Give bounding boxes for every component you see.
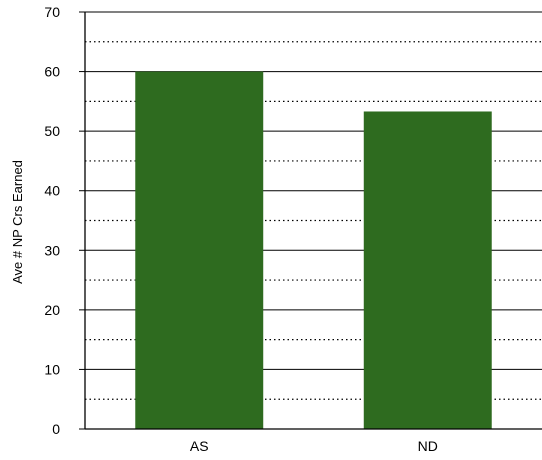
y-tick-labels: 0 10 20 30 40 50 60 70 [44,4,60,437]
y-tick-label: 60 [44,64,60,80]
x-tick-labels: AS ND [190,438,438,454]
x-tick-label: ND [418,438,438,454]
x-tick-label: AS [190,438,209,454]
y-tick-label: 0 [52,421,60,437]
y-tick-label: 30 [44,242,60,258]
y-tick-label: 50 [44,123,60,139]
bar-as [135,71,264,430]
y-axis-title: Ave # NP Crs Earned [10,160,25,284]
axes [79,11,542,430]
y-tick-label: 20 [44,302,60,318]
y-tick-label: 70 [44,4,60,20]
bars [135,71,492,430]
y-tick-label: 10 [44,361,60,377]
bar-nd [363,111,492,429]
y-tick-label: 40 [44,183,60,199]
